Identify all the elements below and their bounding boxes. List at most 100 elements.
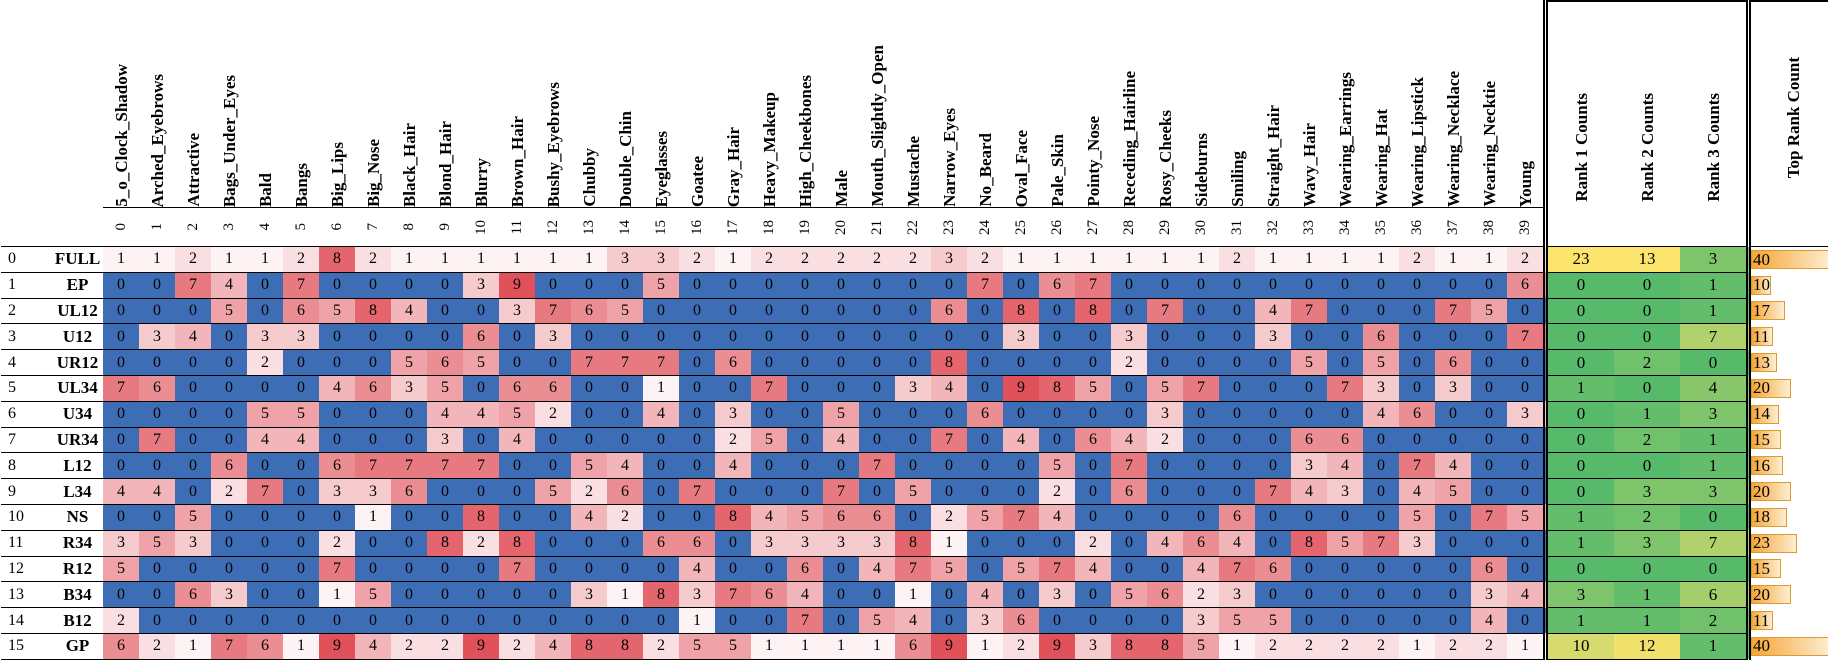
heat-cell: 3	[283, 323, 319, 350]
attribute-column-header: 5_o_Clock_Shadow 0	[103, 1, 139, 247]
top-rank-data-bar	[1751, 430, 1782, 450]
heat-cell: 0	[1507, 529, 1546, 557]
heat-cell: 0	[391, 400, 427, 428]
heat-cell: 0	[1111, 297, 1147, 324]
top-rank-value: 15	[1753, 558, 1770, 578]
heat-cell: 1	[355, 503, 391, 531]
attribute-column-header: No_Beard 24	[967, 1, 1003, 247]
top-rank-data-bar	[1751, 404, 1780, 424]
heat-cell: 4	[1039, 503, 1075, 531]
heat-cell: 3	[535, 323, 571, 350]
attribute-label-box: Heavy_Makeup	[751, 1, 787, 208]
heat-cell: 0	[535, 503, 571, 531]
heat-cell: 5	[1111, 581, 1147, 608]
top-rank-value: 40	[1753, 249, 1770, 269]
heat-cell: 0	[679, 349, 715, 376]
heat-cell: 0	[571, 555, 607, 582]
row-label: UL34	[52, 374, 103, 402]
heat-cell: 0	[1399, 426, 1435, 453]
heat-cell: 0	[607, 555, 643, 582]
heat-cell: 7	[823, 478, 859, 505]
heat-cell: 7	[1507, 323, 1546, 350]
heat-cell: 7	[1183, 374, 1219, 402]
attribute-label-box: Smiling	[1219, 1, 1255, 208]
heat-cell: 0	[247, 581, 283, 608]
heat-cell: 3	[787, 529, 823, 557]
heat-cell: 0	[787, 452, 823, 479]
heat-cell: 0	[1075, 503, 1111, 531]
top-rank-bar-wrap: 13	[1751, 350, 1828, 375]
heat-cell: 6	[1219, 503, 1255, 531]
heat-cell: 5	[715, 632, 751, 660]
rank2-count-cell: 2	[1614, 349, 1680, 376]
heat-cell: 6	[967, 400, 1003, 428]
top-rank-count-header: Top Rank Count	[1746, 0, 1828, 247]
rank3-count-cell: 2	[1680, 607, 1749, 634]
heat-cell: 5	[535, 478, 571, 505]
heat-cell: 0	[499, 478, 535, 505]
attribute-number-box: 37	[1435, 208, 1471, 246]
heat-cell: 0	[1111, 555, 1147, 582]
heat-cell: 0	[283, 555, 319, 582]
heat-cell: 0	[463, 297, 499, 324]
row-index: 6	[1, 400, 52, 428]
heat-cell: 0	[355, 607, 391, 634]
attribute-label: Goatee	[687, 156, 707, 207]
heat-cell: 0	[859, 374, 895, 402]
heat-cell: 0	[571, 323, 607, 350]
heat-cell: 0	[571, 426, 607, 453]
attribute-label-box: Mouth_Slightly_Open	[859, 1, 895, 208]
heat-cell: 6	[427, 349, 463, 376]
heat-cell: 0	[1291, 374, 1327, 402]
attribute-number-box: 14	[607, 208, 643, 246]
heat-cell: 0	[1363, 426, 1399, 453]
heat-cell: 0	[139, 555, 175, 582]
heat-cell: 7	[1363, 529, 1399, 557]
top-rank-data-bar	[1751, 378, 1792, 398]
heat-cell: 0	[1003, 529, 1039, 557]
heat-cell: 2	[1219, 246, 1255, 273]
row-index: 4	[1, 349, 52, 376]
heat-cell: 6	[247, 632, 283, 660]
heat-cell: 6	[895, 632, 931, 660]
attribute-column-header: Blurry 10	[463, 1, 499, 247]
heat-cell: 0	[1147, 452, 1183, 479]
attribute-number-box: 21	[859, 208, 895, 246]
rank1-count-cell: 0	[1543, 297, 1614, 324]
heat-cell: 1	[175, 632, 211, 660]
heat-cell: 0	[895, 452, 931, 479]
heat-cell: 0	[859, 323, 895, 350]
attribute-label-box: Male	[823, 1, 859, 208]
attribute-label-box: Bushy_Eyebrows	[535, 1, 571, 208]
rank1-count-cell: 0	[1543, 349, 1614, 376]
attribute-label-box: Black_Hair	[391, 1, 427, 208]
heat-cell: 6	[175, 581, 211, 608]
top-rank-bar-wrap: 40	[1751, 247, 1828, 272]
heat-cell: 0	[679, 323, 715, 350]
attribute-index: 35	[1372, 219, 1389, 235]
top-rank-data-bar	[1751, 301, 1786, 321]
heat-cell: 0	[643, 426, 679, 453]
table-row: 2 UL12 0 0 0 5 0 6 5 8 4 0 0 3 7 6 5 0 0 0 0 0 0 0 0 6 0 8 0 8 0 7 0 0 4 7 0…	[1, 297, 1828, 324]
heat-cell: 0	[931, 452, 967, 479]
attribute-label-box: Attractive	[175, 1, 211, 208]
heat-cell: 0	[1147, 271, 1183, 299]
top-rank-value: 15	[1753, 429, 1770, 449]
heat-cell: 1	[895, 581, 931, 608]
heat-cell: 7	[1075, 271, 1111, 299]
heat-cell: 0	[427, 323, 463, 350]
heat-cell: 0	[1507, 478, 1546, 505]
attribute-number-box: 17	[715, 208, 751, 246]
heat-cell: 7	[859, 452, 895, 479]
heat-cell: 0	[283, 349, 319, 376]
heat-cell: 0	[1255, 581, 1291, 608]
heat-cell: 0	[1363, 503, 1399, 531]
heat-cell: 0	[391, 323, 427, 350]
heat-cell: 7	[895, 555, 931, 582]
heat-cell: 0	[679, 297, 715, 324]
heat-cell: 0	[1327, 555, 1363, 582]
attribute-number-box: 36	[1399, 208, 1435, 246]
attribute-index: 36	[1408, 219, 1425, 235]
heat-cell: 6	[1435, 349, 1471, 376]
attribute-label: Mouth_Slightly_Open	[867, 45, 887, 207]
